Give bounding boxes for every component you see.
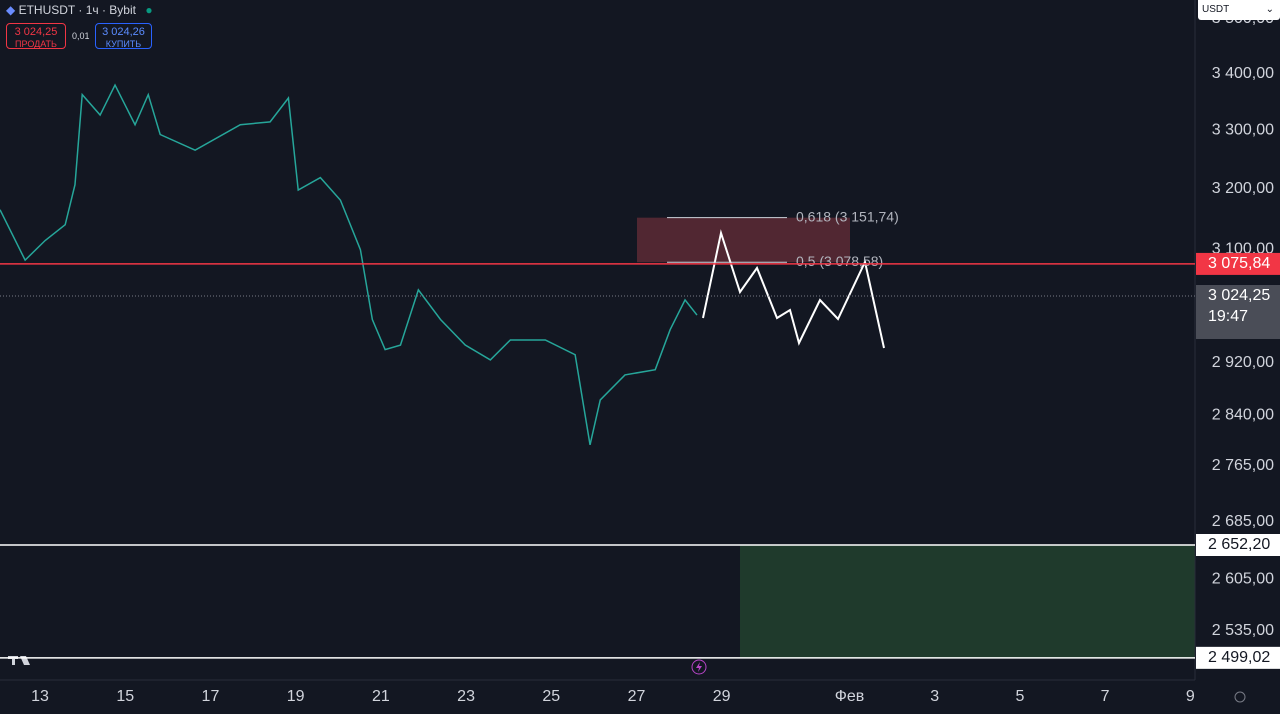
target-zone	[740, 545, 1195, 658]
settings-icon[interactable]	[1234, 691, 1246, 703]
x-tick-label: 29	[713, 688, 731, 705]
y-tick-label: 2 920,00	[1212, 354, 1274, 371]
x-tick-label: 5	[1015, 688, 1024, 705]
x-tick-label: 9	[1186, 688, 1195, 705]
y-tick-label: 2 765,00	[1212, 457, 1274, 474]
price-line	[0, 83, 698, 446]
sell-label: ПРОДАТЬ	[15, 39, 57, 49]
x-tick-label: 23	[457, 688, 475, 705]
y-tick-label: 2 840,00	[1212, 406, 1274, 423]
x-tick-label: 15	[116, 688, 134, 705]
y-tick-label: 3 200,00	[1212, 180, 1274, 197]
buy-price: 3 024,26	[102, 26, 145, 38]
price-label-bg	[1196, 646, 1280, 669]
price-label-bg	[1196, 284, 1280, 339]
price-label: 2 652,20	[1208, 536, 1270, 553]
y-tick-label: 3 400,00	[1212, 65, 1274, 82]
sell-price: 3 024,25	[14, 26, 58, 38]
y-tick-label: 2 685,00	[1212, 513, 1274, 530]
buy-button[interactable]: 3 024,26 КУПИТЬ	[95, 23, 152, 49]
x-tick-label: 27	[628, 688, 646, 705]
x-tick-label: 25	[542, 688, 560, 705]
y-tick-label: 2 605,00	[1212, 570, 1274, 587]
price-label-bg	[1196, 252, 1280, 275]
currency: USDT	[1202, 4, 1230, 15]
y-tick-label: 3 300,00	[1212, 122, 1274, 139]
price-label: 3 075,84	[1208, 255, 1270, 272]
spread: 0,01	[72, 31, 90, 41]
price-label: 3 024,25	[1208, 287, 1270, 304]
symbol-text: ETHUSDT · 1ч · Bybit	[18, 3, 136, 17]
x-tick-label: 17	[202, 688, 220, 705]
x-tick-label: 19	[287, 688, 305, 705]
x-tick-label: 3	[930, 688, 939, 705]
price-axis-bg	[1195, 0, 1280, 714]
symbol-title[interactable]: ◆ ETHUSDT · 1ч · Bybit ●	[6, 3, 153, 17]
price-label: 2 499,02	[1208, 649, 1270, 666]
x-tick-label: 21	[372, 688, 390, 705]
currency-select[interactable]: USDT ⌄	[1198, 0, 1280, 20]
y-tick-label: 2 535,00	[1212, 622, 1274, 639]
fib-zone	[637, 217, 850, 263]
buy-label: КУПИТЬ	[105, 39, 142, 49]
x-tick-label: 13	[31, 688, 49, 705]
fib-label: 0,618 (3 151,74)	[796, 208, 899, 224]
fib-label: 0,5 (3 078,58)	[796, 253, 883, 269]
alert-icon[interactable]	[691, 659, 707, 675]
price-label-bg	[1196, 534, 1280, 557]
sell-button[interactable]: 3 024,25 ПРОДАТЬ	[6, 23, 66, 49]
x-tick-label: Фев	[835, 688, 865, 705]
projection-drawing	[702, 229, 885, 349]
x-tick-label: 7	[1101, 688, 1110, 705]
countdown: 19:47	[1208, 308, 1248, 325]
